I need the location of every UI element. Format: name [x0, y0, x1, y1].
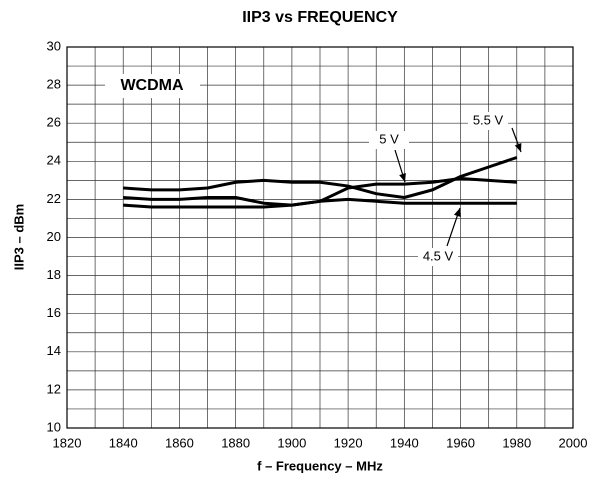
x-tick-label: 1960: [446, 435, 475, 450]
series-label: 4.5 V: [423, 248, 454, 263]
y-tick-label: 12: [47, 381, 61, 396]
x-axis-label: f – Frequency – MHz: [257, 458, 383, 473]
x-tick-label: 1880: [221, 435, 250, 450]
x-tick-label: 1940: [390, 435, 419, 450]
y-axis-label: IIP3 – dBm: [11, 204, 26, 270]
label-bg: [369, 131, 409, 149]
y-tick-label: 18: [47, 267, 61, 282]
y-tick-label: 28: [47, 77, 61, 92]
x-tick-label: 1840: [109, 435, 138, 450]
y-tick-label: 22: [47, 191, 61, 206]
y-tick-label: 26: [47, 115, 61, 130]
annotation: WCDMA: [120, 77, 184, 94]
label-bg: [418, 248, 458, 266]
x-tick-label: 1900: [277, 435, 306, 450]
label-bg: [468, 112, 508, 130]
arrow-head: [514, 143, 522, 152]
x-tick-label: 1980: [502, 435, 531, 450]
arrow-head: [454, 208, 461, 217]
chart-title: IIP3 vs FREQUENCY: [242, 9, 398, 26]
arrow-head: [399, 173, 406, 182]
y-tick-label: 24: [47, 153, 61, 168]
series-line: [123, 197, 517, 209]
series-label: 5.5 V: [473, 112, 504, 127]
annotation-box: [105, 74, 200, 98]
y-tick-label: 10: [47, 419, 61, 434]
y-tick-label: 14: [47, 343, 61, 358]
x-tick-label: 1920: [334, 435, 363, 450]
series-label: 5 V: [379, 131, 399, 146]
x-tick-label: 1860: [165, 435, 194, 450]
x-tick-label: 2000: [559, 435, 588, 450]
plot-frame: [66, 46, 574, 429]
x-tick-label: 1820: [53, 435, 82, 450]
y-tick-label: 30: [47, 38, 61, 53]
y-tick-label: 20: [47, 229, 61, 244]
y-tick-label: 16: [47, 305, 61, 320]
